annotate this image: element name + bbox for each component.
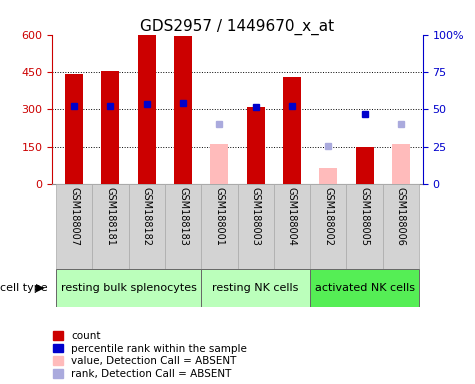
- Bar: [138, 35, 156, 184]
- Text: GSM188182: GSM188182: [142, 187, 152, 246]
- Bar: [129, 184, 165, 269]
- Bar: [274, 184, 310, 269]
- Bar: [201, 184, 238, 269]
- Bar: [356, 147, 374, 184]
- Text: GSM188001: GSM188001: [214, 187, 224, 246]
- Bar: [101, 71, 119, 184]
- Bar: [165, 184, 201, 269]
- Bar: [283, 77, 301, 184]
- Text: GSM188005: GSM188005: [360, 187, 370, 246]
- Bar: [392, 144, 410, 184]
- Title: GDS2957 / 1449670_x_at: GDS2957 / 1449670_x_at: [141, 18, 334, 35]
- Bar: [247, 107, 265, 184]
- Text: resting NK cells: resting NK cells: [212, 283, 299, 293]
- Bar: [92, 184, 129, 269]
- Text: GSM188007: GSM188007: [69, 187, 79, 246]
- Bar: [56, 269, 201, 307]
- Bar: [383, 184, 419, 269]
- Bar: [310, 184, 346, 269]
- Bar: [210, 144, 228, 184]
- Text: activated NK cells: activated NK cells: [314, 283, 415, 293]
- Text: cell type: cell type: [0, 283, 48, 293]
- Bar: [65, 74, 83, 184]
- Bar: [346, 184, 383, 269]
- Text: ▶: ▶: [36, 283, 44, 293]
- Text: GSM188183: GSM188183: [178, 187, 188, 246]
- Bar: [174, 36, 192, 184]
- Bar: [310, 269, 419, 307]
- Text: GSM188006: GSM188006: [396, 187, 406, 246]
- Bar: [238, 184, 274, 269]
- Text: GSM188003: GSM188003: [251, 187, 261, 246]
- Text: GSM188004: GSM188004: [287, 187, 297, 246]
- Text: resting bulk splenocytes: resting bulk splenocytes: [61, 283, 197, 293]
- Bar: [201, 269, 310, 307]
- Legend: count, percentile rank within the sample, value, Detection Call = ABSENT, rank, : count, percentile rank within the sample…: [53, 331, 247, 379]
- Bar: [56, 184, 92, 269]
- Text: GSM188181: GSM188181: [105, 187, 115, 246]
- Bar: [319, 168, 337, 184]
- Text: GSM188002: GSM188002: [323, 187, 333, 246]
